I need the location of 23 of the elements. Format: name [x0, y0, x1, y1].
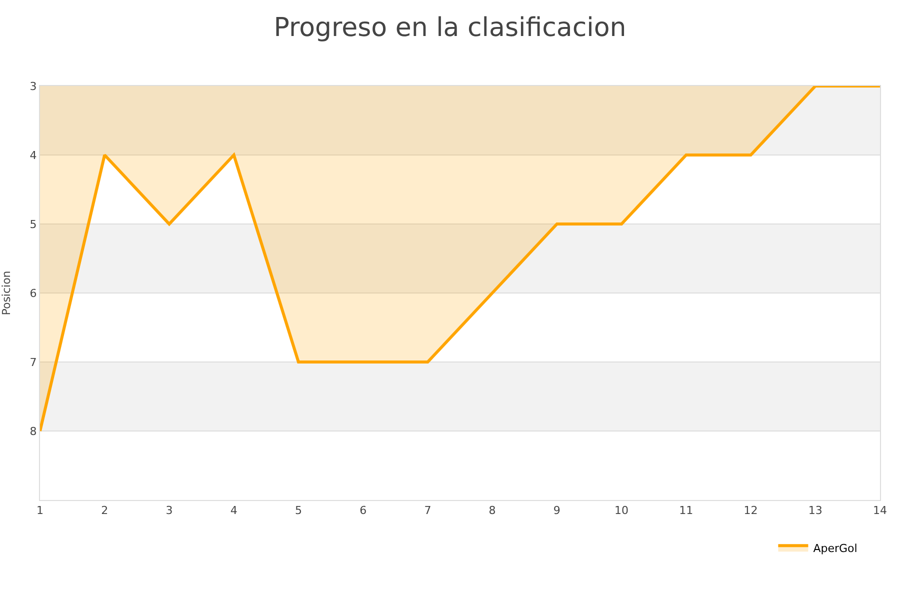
x-tick-label: 10	[614, 504, 629, 518]
y-axis-title: Posicion	[0, 270, 13, 316]
chart-title: Progreso en la clasificacion	[274, 13, 626, 44]
x-tick-label: 1	[36, 504, 44, 518]
y-tick-label: 7	[30, 356, 37, 369]
x-tick-label: 9	[553, 504, 560, 518]
x-tick-label: 4	[230, 504, 238, 518]
x-tick-label: 3	[166, 504, 173, 518]
x-tick-label: 8	[488, 504, 496, 518]
x-tick-label: 11	[679, 504, 694, 518]
x-tick-label: 5	[294, 504, 302, 518]
x-tick-label: 6	[360, 504, 367, 518]
x-tick-label: 14	[873, 504, 887, 518]
x-tick-label: 12	[744, 504, 758, 518]
x-tick-label: 7	[424, 504, 432, 518]
legend-label: AperGol	[813, 542, 858, 555]
y-tick-label: 4	[30, 148, 37, 162]
x-tick-label: 13	[808, 504, 822, 518]
y-tick-label: 8	[30, 424, 37, 438]
y-tick-label: 5	[30, 218, 37, 231]
y-tick-label: 6	[30, 286, 37, 300]
y-tick-label: 3	[30, 80, 37, 93]
x-tick-label: 2	[101, 504, 108, 518]
